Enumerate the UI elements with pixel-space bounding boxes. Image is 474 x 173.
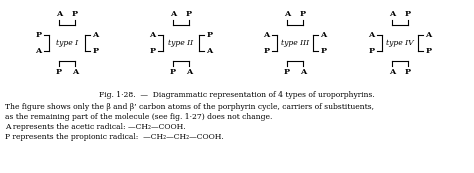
- Text: A: A: [186, 69, 192, 76]
- Text: P: P: [405, 69, 411, 76]
- Text: A: A: [426, 31, 432, 39]
- Text: Fig. 1·28.  —  Diagrammatic representation of 4 types of uroporphyrins.: Fig. 1·28. — Diagrammatic representation…: [99, 91, 375, 99]
- Text: P: P: [300, 10, 306, 17]
- Text: A: A: [72, 69, 78, 76]
- Text: P: P: [186, 10, 192, 17]
- Text: A: A: [35, 47, 42, 55]
- Text: P: P: [92, 47, 99, 55]
- Text: type IV: type IV: [386, 39, 414, 47]
- Text: as the remaining part of the molecule (see fig. 1·27) does not change.: as the remaining part of the molecule (s…: [5, 113, 273, 121]
- Text: type II: type II: [168, 39, 193, 47]
- Text: The figure shows only the β and β’ carbon atoms of the porphyrin cycle, carriers: The figure shows only the β and β’ carbo…: [5, 103, 374, 111]
- Text: A represents the acetic radical: —CH₂—COOH.: A represents the acetic radical: —CH₂—CO…: [5, 123, 186, 131]
- Text: A: A: [368, 31, 374, 39]
- Text: A: A: [207, 47, 213, 55]
- Text: A: A: [56, 10, 62, 17]
- Text: A: A: [170, 10, 176, 17]
- Text: P: P: [320, 47, 327, 55]
- Text: P: P: [368, 47, 374, 55]
- Text: A: A: [284, 10, 290, 17]
- Text: A: A: [389, 10, 395, 17]
- Text: P: P: [426, 47, 432, 55]
- Text: P: P: [170, 69, 176, 76]
- Text: A: A: [320, 31, 327, 39]
- Text: P: P: [207, 31, 213, 39]
- Text: P: P: [36, 31, 42, 39]
- Text: P: P: [56, 69, 62, 76]
- Text: P represents the propionic radical:  —CH₂—CH₂—COOH.: P represents the propionic radical: —CH₂…: [5, 133, 224, 141]
- Text: A: A: [92, 31, 99, 39]
- Text: P: P: [264, 47, 270, 55]
- Text: P: P: [405, 10, 411, 17]
- Text: type III: type III: [281, 39, 309, 47]
- Text: type I: type I: [56, 39, 78, 47]
- Text: P: P: [284, 69, 290, 76]
- Text: A: A: [389, 69, 395, 76]
- Text: P: P: [72, 10, 78, 17]
- Text: P: P: [149, 47, 155, 55]
- Text: A: A: [300, 69, 306, 76]
- Text: A: A: [149, 31, 155, 39]
- Text: A: A: [263, 31, 270, 39]
